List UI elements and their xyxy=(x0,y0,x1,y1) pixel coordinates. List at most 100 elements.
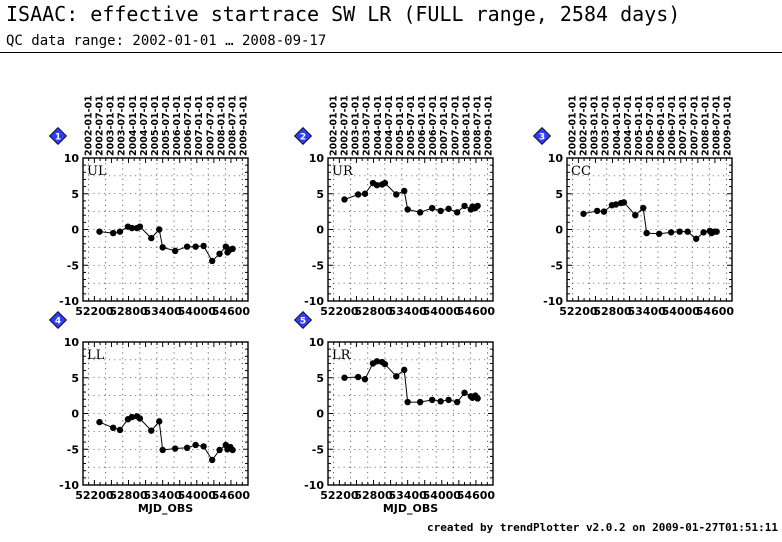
x-tick-label: 52800 xyxy=(593,305,632,318)
data-point xyxy=(684,228,691,235)
date-tick-label: 2007-01-01 xyxy=(439,95,450,156)
panel-number-text: 4 xyxy=(55,317,61,327)
data-point xyxy=(216,250,223,258)
plot-frame xyxy=(82,157,249,302)
panel-number-badge xyxy=(48,126,68,146)
x-tick-label: 53400 xyxy=(628,305,667,318)
data-point xyxy=(461,389,468,396)
data-point xyxy=(373,358,381,365)
date-tick-label: 2005-07-01 xyxy=(161,95,172,156)
data-point xyxy=(700,229,707,236)
data-point xyxy=(393,373,400,380)
x-tick-label: 54600 xyxy=(457,305,496,318)
data-point xyxy=(159,244,166,251)
date-tick-label: 2006-01-01 xyxy=(417,95,428,156)
date-tick-label: 2002-01-01 xyxy=(329,95,340,156)
y-tick-label: 0 xyxy=(71,408,79,421)
data-point xyxy=(192,441,199,449)
data-point xyxy=(200,242,207,250)
data-point xyxy=(171,247,179,255)
data-point xyxy=(136,223,144,230)
x-tick-label: 53400 xyxy=(389,305,428,318)
date-tick-label: 2007-07-01 xyxy=(689,95,700,156)
data-point xyxy=(183,444,191,452)
page-title: ISAAC: effective startrace SW LR (FULL r… xyxy=(6,2,681,26)
y-tick-label: 0 xyxy=(71,224,79,237)
date-tick-label: 2003-01-01 xyxy=(351,95,362,156)
footer-credit: created by trendPlotter v2.0.2 on 2009-0… xyxy=(427,521,778,534)
date-tick-label: 2004-01-01 xyxy=(128,95,139,156)
data-point xyxy=(156,418,163,425)
data-point xyxy=(404,398,411,406)
data-point xyxy=(229,245,236,253)
x-tick-label: 54000 xyxy=(423,489,462,502)
x-tick-label: 52200 xyxy=(320,489,359,502)
date-tick-label: 2005-07-01 xyxy=(645,95,656,156)
x-tick-label: 52200 xyxy=(559,305,598,318)
plot-frame xyxy=(82,341,249,486)
data-point xyxy=(341,374,348,381)
x-tick-label: 52200 xyxy=(75,305,114,318)
date-tick-label: 2002-01-01 xyxy=(568,95,579,156)
x-tick-label: 54600 xyxy=(212,305,251,318)
data-point xyxy=(192,243,199,250)
data-point xyxy=(632,212,639,219)
panel-label: LR xyxy=(332,348,352,363)
y-tick-label: -5 xyxy=(67,259,79,272)
y-tick-label: -10 xyxy=(304,479,324,492)
data-point xyxy=(128,224,136,232)
x-tick-label: 54600 xyxy=(696,305,735,318)
y-tick-label: -10 xyxy=(59,295,79,308)
x-tick-label: 52800 xyxy=(109,305,148,318)
date-tick-label: 2008-01-01 xyxy=(700,95,711,156)
panel-number-badge xyxy=(48,310,68,330)
data-point xyxy=(600,208,608,215)
y-tick-label: -10 xyxy=(543,295,563,308)
x-tick-label: 53400 xyxy=(144,305,183,318)
data-point xyxy=(136,415,144,422)
y-tick-label: 10 xyxy=(309,152,325,165)
y-tick-label: 10 xyxy=(548,152,564,165)
panel-number-text: 2 xyxy=(300,133,306,143)
date-tick-label: 2003-07-01 xyxy=(362,95,373,156)
date-tick-label: 2004-01-01 xyxy=(612,95,623,156)
data-point xyxy=(404,206,411,213)
date-tick-label: 2008-07-01 xyxy=(227,95,238,156)
date-tick-label: 2006-07-01 xyxy=(428,95,439,156)
data-point xyxy=(109,229,117,237)
data-point xyxy=(341,196,348,203)
date-tick-label: 2007-07-01 xyxy=(205,95,216,156)
data-point xyxy=(96,418,103,426)
data-point xyxy=(96,228,103,235)
panel-label: CC xyxy=(571,164,591,179)
x-tick-label: 52200 xyxy=(75,489,114,502)
panel-number-badge xyxy=(532,126,552,146)
date-tick-label: 2003-07-01 xyxy=(601,95,612,156)
date-tick-label: 2003-01-01 xyxy=(590,95,601,156)
data-point xyxy=(148,234,155,242)
panel-label: UR xyxy=(332,164,354,179)
x-tick-label: 52800 xyxy=(354,305,393,318)
data-point xyxy=(580,210,587,217)
data-point xyxy=(620,199,628,206)
y-tick-label: 5 xyxy=(555,188,563,201)
y-tick-label: 5 xyxy=(316,372,324,385)
x-tick-label: 54000 xyxy=(662,305,701,318)
date-tick-label: 2008-07-01 xyxy=(472,95,483,156)
header-divider xyxy=(0,52,782,53)
x-tick-label: 54000 xyxy=(178,489,217,502)
y-tick-label: -5 xyxy=(551,259,563,272)
data-point xyxy=(401,366,408,374)
data-point xyxy=(116,228,124,235)
data-point xyxy=(612,201,620,208)
x-tick-label: 53400 xyxy=(144,489,183,502)
date-tick-label: 2005-01-01 xyxy=(150,95,161,156)
x-tick-label: 54000 xyxy=(423,305,462,318)
data-point xyxy=(676,228,683,235)
date-tick-label: 2006-01-01 xyxy=(656,95,667,156)
date-tick-label: 2004-01-01 xyxy=(373,95,384,156)
data-point xyxy=(381,360,389,368)
